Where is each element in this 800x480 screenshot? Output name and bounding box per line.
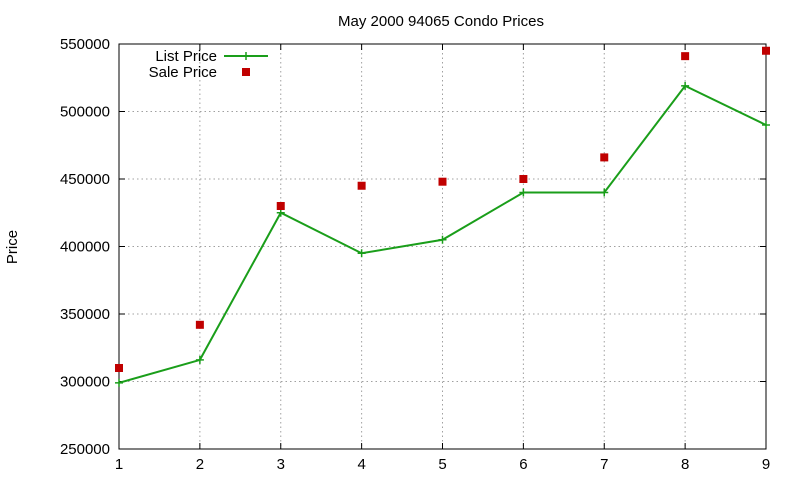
list-price-point [681,81,690,90]
legend-label-list-price: List Price [155,48,217,65]
sale-price-point [195,320,204,329]
x-tick-label: 4 [357,456,365,473]
sale-price-point [681,52,690,61]
list-price-point [195,355,204,364]
list-price-point [438,235,447,244]
grid-lines [119,44,766,449]
x-tick-label: 9 [762,456,770,473]
x-tick-label: 6 [519,456,527,473]
list-price-point [276,208,285,217]
y-tick-label: 450000 [60,171,110,188]
sale-price-point [357,181,366,190]
x-axis-ticks: 1 2 3 4 5 6 7 8 9 [115,44,770,473]
sale-price-point [438,177,447,186]
x-tick-label: 2 [196,456,204,473]
y-axis-ticks: 250000 300000 350000 400000 450000 500000 5500… [60,36,766,458]
chart-title: May 2000 94065 Condo Prices [338,13,544,30]
y-tick-label: 300000 [60,374,110,391]
x-tick-label: 3 [277,456,285,473]
sale-price-point [762,46,770,55]
y-tick-label: 350000 [60,306,110,323]
y-tick-label: 500000 [60,104,110,121]
x-tick-label: 5 [438,456,446,473]
y-tick-label: 400000 [60,239,110,256]
x-tick-label: 7 [600,456,608,473]
sale-price-point [115,364,123,372]
x-tick-label: 8 [681,456,689,473]
series-layer [115,46,770,387]
legend-marker-sale-price [242,68,250,76]
sale-price-point [519,175,528,183]
sale-price-point [276,202,285,210]
list-price-point [357,249,366,258]
y-tick-label: 250000 [60,441,110,458]
sale-price-point [600,153,609,162]
list-price-point [519,188,528,197]
list-price-point [762,121,770,129]
y-tick-label: 550000 [60,36,110,53]
x-tick-label: 1 [115,456,123,473]
y-axis-label: Price [4,230,21,264]
legend-label-sale-price: Sale Price [149,64,217,81]
list-price-point [115,378,123,387]
list-price-point [600,188,609,197]
legend-marker-list-price [242,52,250,60]
